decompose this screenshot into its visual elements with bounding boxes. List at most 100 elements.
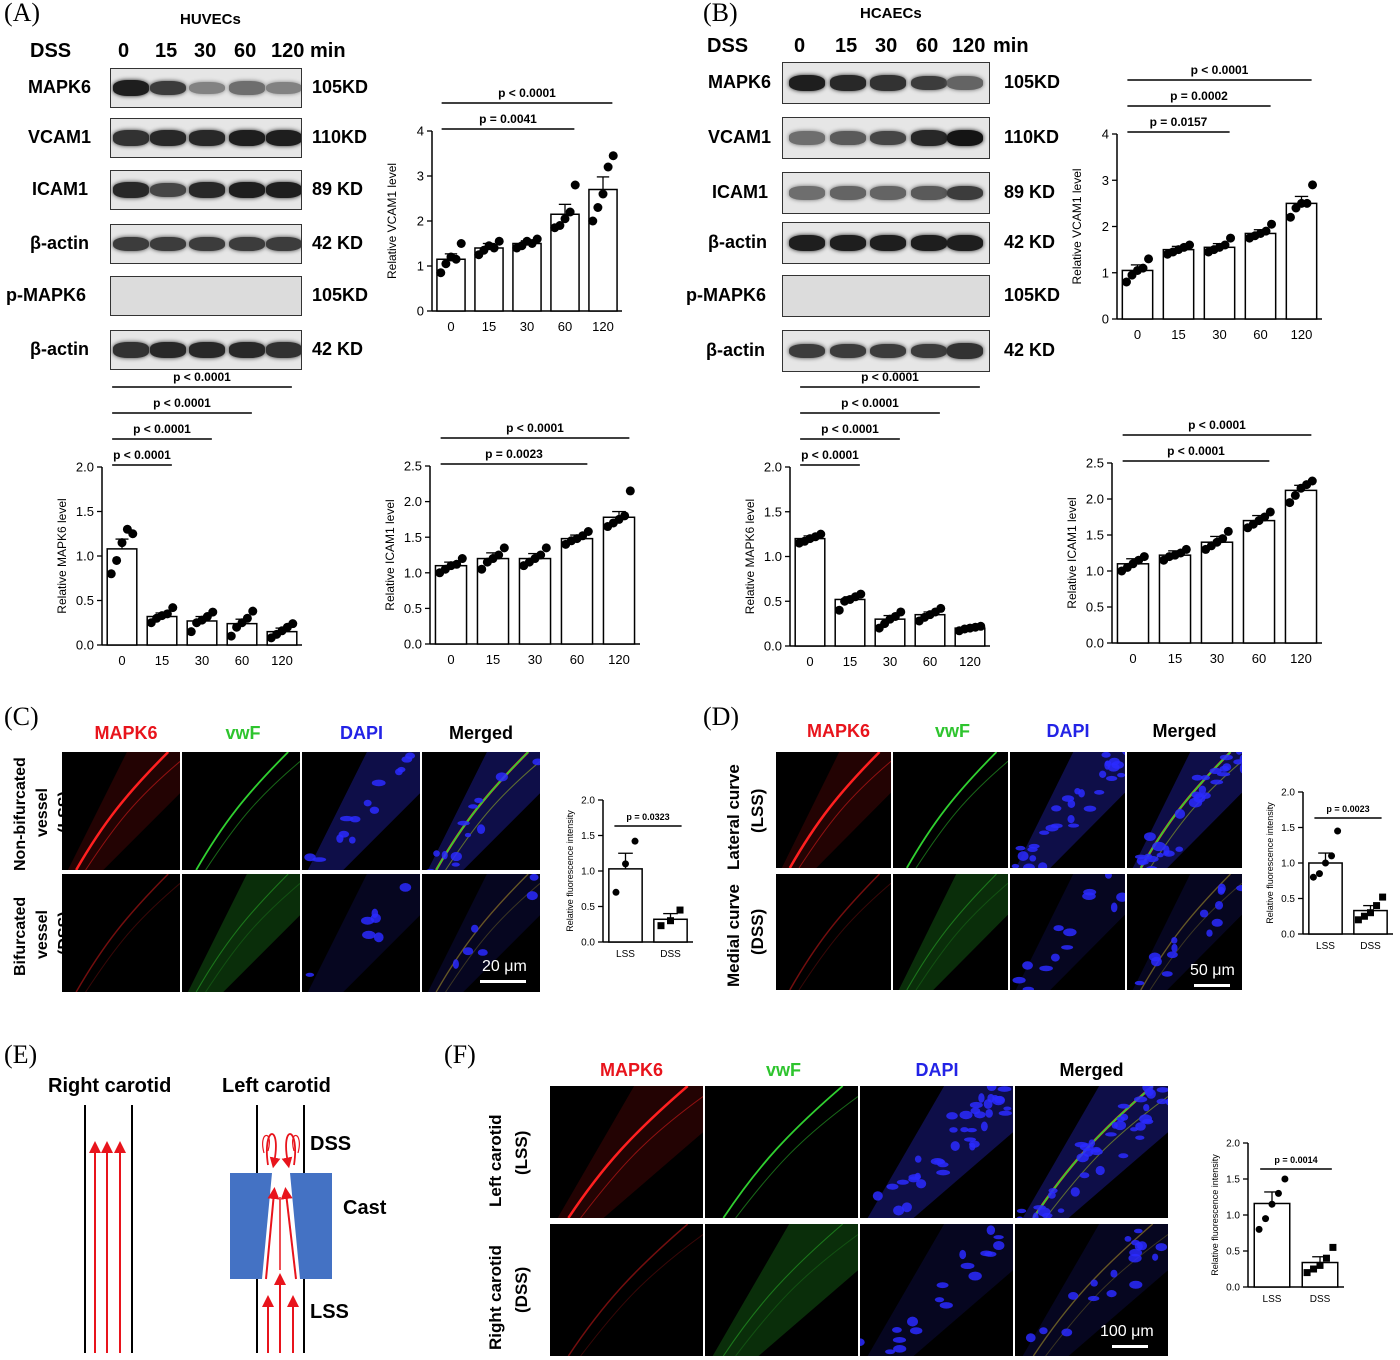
data-point <box>117 538 127 548</box>
y-tick-label: 1.0 <box>1281 859 1295 870</box>
y-tick-label: 0.5 <box>76 593 94 608</box>
molecular-weight-label: 89 KD <box>312 179 364 199</box>
cast-block-right <box>290 1173 332 1279</box>
y-tick-label: 3 <box>1102 173 1109 188</box>
blot-band <box>789 235 825 251</box>
data-point <box>242 613 252 623</box>
data-point <box>1144 254 1154 264</box>
p-value-label: p < 0.0001 <box>841 396 899 410</box>
time-label: 15 <box>835 35 858 57</box>
data-point <box>536 550 546 560</box>
blot-strip <box>782 275 990 317</box>
y-tick-label: 1 <box>417 259 424 274</box>
blot-strip <box>110 224 302 264</box>
blot-band <box>229 130 265 146</box>
chart-a-vcam1: 0 1 2 3 4 Relative VCAM1 level 0 15 30 60 120 p = 0… <box>385 86 622 334</box>
p-value-label: p < 0.0001 <box>1191 63 1249 77</box>
y-tick-label: 0.5 <box>581 902 595 913</box>
p-value-label: p < 0.0001 <box>153 396 211 410</box>
x-tick-label: LSS <box>1263 1294 1282 1305</box>
data-point <box>560 214 570 224</box>
data-point <box>816 529 826 539</box>
blot-band <box>911 343 947 359</box>
y-tick-label: 2.0 <box>404 494 422 509</box>
cast-block-left <box>230 1173 272 1279</box>
molecular-weight-label: 105KD <box>1004 285 1061 305</box>
data-point <box>896 607 906 617</box>
channel-label: DAPI <box>1046 721 1090 741</box>
p-value-label: p = 0.0014 <box>1274 1155 1317 1165</box>
y-tick-label: 1.0 <box>1226 1211 1240 1222</box>
blot-band <box>870 130 906 146</box>
x-tick-label: 30 <box>520 319 534 334</box>
data-point <box>186 627 196 637</box>
time-label: 30 <box>875 35 898 57</box>
bar <box>518 557 552 645</box>
micrograph-tile <box>893 752 1008 868</box>
y-tick-label: 2.0 <box>581 796 595 807</box>
y-tick-label: 2 <box>417 214 424 229</box>
data-point <box>834 605 844 615</box>
p-value-label: p < 0.0001 <box>861 370 919 384</box>
molecular-weight-label: 42 KD <box>312 339 364 359</box>
time-label: 60 <box>234 40 257 62</box>
micrograph-tile <box>1015 1086 1168 1218</box>
blot-strip <box>110 170 302 210</box>
blot-band <box>113 182 149 198</box>
x-tick-label: 15 <box>155 653 169 668</box>
x-tick-label: DSS <box>1310 1294 1331 1305</box>
blot-band <box>189 342 225 358</box>
blot-band <box>229 182 265 198</box>
p-value-label: p < 0.0001 <box>133 422 191 436</box>
channel-label: MAPK6 <box>600 1060 664 1080</box>
time-label: 120 <box>271 40 305 62</box>
data-point <box>676 906 684 914</box>
chart-f-fluorescence: 0.0 0.5 1.0 1.5 2.0 Relative fluorescence int… <box>1210 1139 1344 1305</box>
blot-band <box>150 80 186 96</box>
panel-label-b: (B) <box>703 0 738 27</box>
bar <box>106 548 138 646</box>
dss-swirl <box>281 1133 296 1169</box>
blot-band <box>266 236 301 252</box>
data-point <box>1255 1225 1263 1233</box>
data-point <box>1121 277 1131 287</box>
data-point <box>452 559 462 569</box>
blot-row-label: p-MAPK6 <box>686 285 766 305</box>
data-point <box>856 589 866 599</box>
chart-b-vcam1: 0 1 2 3 4 Relative VCAM1 level 0 15 30 60 120 p = 0… <box>1070 63 1322 342</box>
bar <box>588 188 618 312</box>
y-tick-label: 0.0 <box>404 637 422 652</box>
x-tick-label: 120 <box>271 653 293 668</box>
y-tick-label: 2.5 <box>1086 456 1104 471</box>
chart-c-fluorescence: 0.0 0.5 1.0 1.5 2.0 Relative fluorescence int… <box>565 796 693 960</box>
blot-strip <box>782 172 990 214</box>
y-tick-label: 1.0 <box>404 565 422 580</box>
channel-label: vwF <box>225 723 261 743</box>
row-label: Non-bifurcated <box>12 757 29 872</box>
data-point <box>1185 240 1195 250</box>
p-value-label: p < 0.0001 <box>1167 444 1225 458</box>
blot-band <box>947 76 983 90</box>
data-point <box>583 527 593 537</box>
time-label: 0 <box>794 35 806 57</box>
blot-band <box>911 235 947 251</box>
blot-band <box>229 342 265 358</box>
data-point <box>1329 1243 1337 1251</box>
data-point <box>1262 1215 1270 1223</box>
scale-bar-label: 100 μm <box>1100 1323 1154 1340</box>
flow-arrow <box>265 1187 280 1280</box>
blot-band <box>266 130 301 146</box>
blot-row-label: ICAM1 <box>712 182 769 202</box>
dss-header: DSS <box>30 40 72 62</box>
lss-label: LSS <box>310 1301 349 1323</box>
bar <box>1308 862 1343 935</box>
blot-row-label: β-actin <box>706 340 765 360</box>
micrograph-tile <box>550 1224 703 1356</box>
data-point <box>603 162 613 172</box>
blot-band <box>870 75 906 91</box>
cast-label: Cast <box>343 1197 387 1219</box>
molecular-weight-label: 89 KD <box>1004 182 1056 202</box>
y-tick-label: 1.5 <box>1281 823 1295 834</box>
blot-band <box>830 235 866 251</box>
data-point <box>1354 916 1362 924</box>
